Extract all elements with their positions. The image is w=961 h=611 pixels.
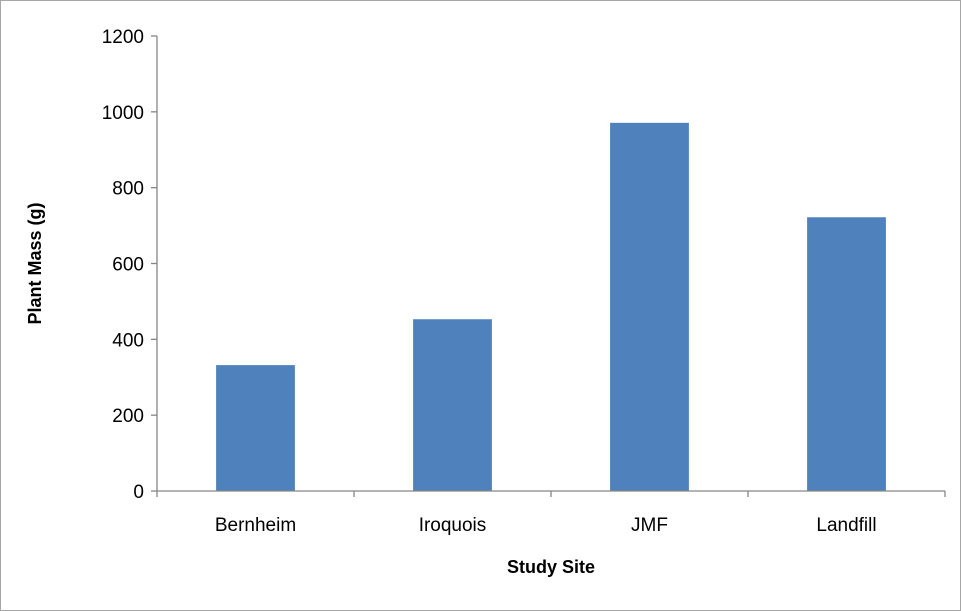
bar-iroquois xyxy=(413,319,492,491)
y-tick-label: 600 xyxy=(112,255,144,276)
y-tick-label: 800 xyxy=(112,179,144,200)
y-tick-label: 1200 xyxy=(102,27,144,48)
x-tick-label: Landfill xyxy=(816,515,876,536)
labels-layer: 0 200 400 600 800 1000 1200 Bernheim Iroquois JMF… xyxy=(102,27,877,536)
bar-landfill xyxy=(807,217,886,491)
x-tick-label: Iroquois xyxy=(419,515,487,536)
y-tick-label: 0 xyxy=(133,482,144,503)
axes-layer xyxy=(151,35,946,497)
x-axis-title: Study Site xyxy=(507,557,595,577)
y-tick-label: 400 xyxy=(112,330,144,351)
y-tick-label: 1000 xyxy=(102,103,144,124)
x-tick-label: Bernheim xyxy=(215,515,296,536)
y-tick-label: 200 xyxy=(112,406,144,427)
bar-jmf xyxy=(610,122,689,492)
bar-bernheim xyxy=(216,365,295,491)
bars-layer xyxy=(216,122,886,492)
y-axis-title: Plant Mass (g) xyxy=(25,202,45,324)
x-tick-label: JMF xyxy=(631,515,668,536)
